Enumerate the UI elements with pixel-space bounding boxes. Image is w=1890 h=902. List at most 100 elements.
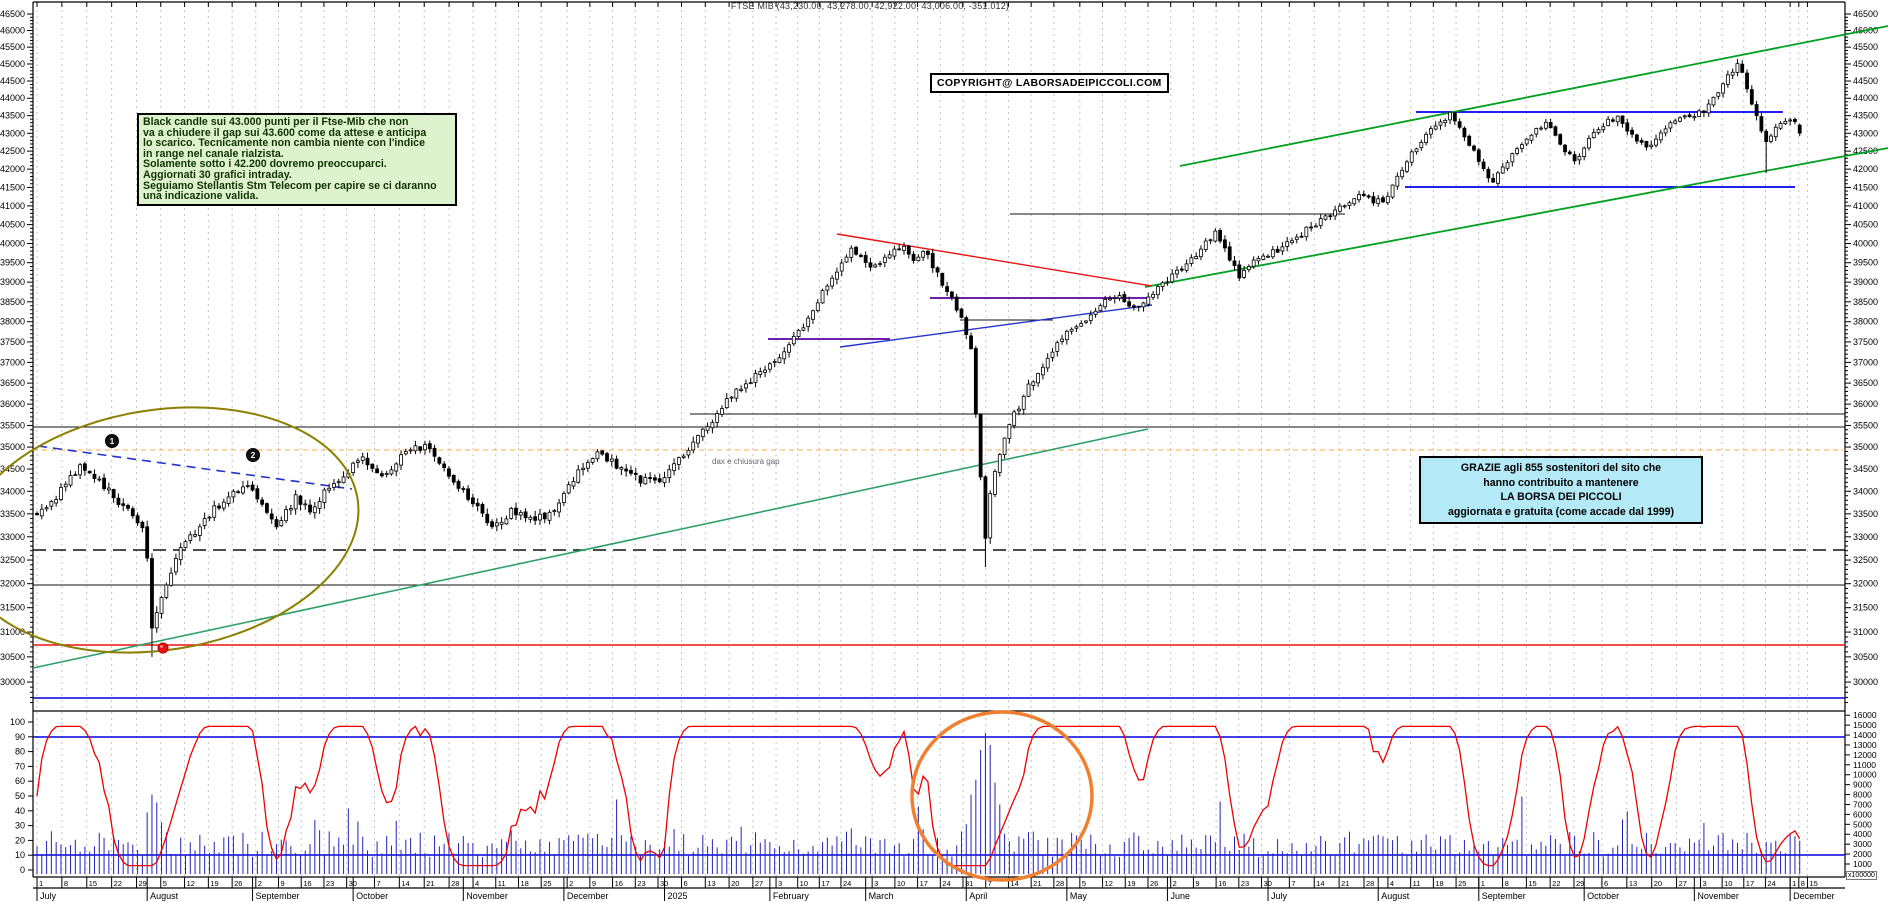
svg-text:38500: 38500 [0, 297, 25, 307]
axis-ticks [27, 13, 1851, 871]
svg-text:17: 17 [920, 879, 928, 888]
blue-dashed-downtrend [37, 445, 353, 490]
svg-text:10: 10 [897, 879, 905, 888]
svg-text:31: 31 [965, 879, 973, 888]
oscillator-line [36, 725, 1801, 867]
orange-ellipse [910, 710, 1094, 882]
svg-text:15: 15 [89, 879, 97, 888]
svg-text:November: November [1697, 891, 1739, 901]
svg-text:2: 2 [569, 879, 573, 888]
svg-text:40: 40 [15, 806, 25, 816]
svg-text:13: 13 [707, 879, 715, 888]
svg-text:17: 17 [1746, 879, 1754, 888]
svg-text:1: 1 [1792, 879, 1796, 888]
volume-unit-label: x100000 [1846, 871, 1877, 880]
svg-text:1: 1 [39, 879, 43, 888]
svg-text:22: 22 [114, 879, 122, 888]
svg-text:36500: 36500 [0, 378, 25, 388]
svg-text:39000: 39000 [1853, 277, 1878, 287]
svg-text:35000: 35000 [1853, 442, 1878, 452]
svg-text:2000: 2000 [1853, 849, 1872, 859]
svg-text:44500: 44500 [1853, 76, 1878, 86]
svg-text:1: 1 [1481, 879, 1485, 888]
svg-text:25: 25 [1458, 879, 1466, 888]
svg-text:6: 6 [683, 879, 687, 888]
svg-text:41500: 41500 [1853, 182, 1878, 192]
svg-text:24: 24 [843, 879, 851, 888]
svg-text:33000: 33000 [1853, 532, 1878, 542]
svg-text:28: 28 [451, 879, 459, 888]
svg-text:34500: 34500 [0, 464, 25, 474]
svg-text:40500: 40500 [0, 220, 25, 230]
svg-text:45500: 45500 [0, 42, 25, 52]
svg-text:10: 10 [15, 850, 25, 860]
svg-text:9: 9 [592, 879, 596, 888]
svg-text:90: 90 [15, 732, 25, 742]
svg-text:36000: 36000 [1853, 399, 1878, 409]
svg-text:44000: 44000 [0, 93, 25, 103]
svg-text:August: August [1381, 891, 1410, 901]
green-channel-lower [1144, 147, 1889, 288]
svg-text:24: 24 [942, 879, 950, 888]
svg-text:10: 10 [1724, 879, 1732, 888]
svg-text:18: 18 [520, 879, 528, 888]
svg-text:November: November [466, 891, 508, 901]
weekly-gridlines [36, 4, 1808, 877]
svg-text:9000: 9000 [1853, 780, 1872, 790]
svg-text:14: 14 [1010, 879, 1018, 888]
svg-text:7000: 7000 [1853, 799, 1872, 809]
svg-text:20: 20 [1654, 879, 1662, 888]
svg-text:44000: 44000 [1853, 93, 1878, 103]
svg-text:5: 5 [163, 879, 167, 888]
date-axis: 1815222951219262916233071421284111825291… [36, 2, 1835, 901]
svg-text:29: 29 [139, 879, 147, 888]
svg-text:38000: 38000 [0, 317, 25, 327]
svg-text:43000: 43000 [0, 128, 25, 138]
svg-text:31500: 31500 [1853, 603, 1878, 613]
blue-ascending-support [839, 304, 1153, 348]
svg-text:60: 60 [15, 776, 25, 786]
svg-text:7: 7 [1291, 879, 1295, 888]
volume-bars [36, 733, 1801, 874]
svg-text:42000: 42000 [0, 164, 25, 174]
svg-text:41000: 41000 [0, 201, 25, 211]
svg-text:45000: 45000 [1853, 59, 1878, 69]
red-low-dot [157, 642, 169, 654]
svg-text:16000: 16000 [1853, 710, 1877, 720]
svg-text:1000: 1000 [1853, 859, 1872, 869]
svg-text:6000: 6000 [1853, 809, 1872, 819]
svg-text:31000: 31000 [1853, 627, 1878, 637]
svg-text:4: 4 [1390, 879, 1394, 888]
svg-text:17: 17 [821, 879, 829, 888]
svg-text:38000: 38000 [1853, 317, 1878, 327]
svg-text:28: 28 [1366, 879, 1374, 888]
svg-text:12: 12 [1105, 879, 1113, 888]
svg-text:7: 7 [988, 879, 992, 888]
svg-text:12: 12 [187, 879, 195, 888]
svg-text:4000: 4000 [1853, 829, 1872, 839]
svg-text:27: 27 [1679, 879, 1687, 888]
svg-text:2: 2 [258, 879, 262, 888]
svg-text:40500: 40500 [1853, 220, 1878, 230]
svg-text:21: 21 [1033, 879, 1041, 888]
svg-text:1: 1 [110, 437, 115, 446]
svg-text:20: 20 [15, 835, 25, 845]
svg-text:40000: 40000 [0, 239, 25, 249]
svg-text:27: 27 [755, 879, 763, 888]
svg-text:33500: 33500 [0, 509, 25, 519]
svg-text:32500: 32500 [0, 555, 25, 565]
svg-text:24: 24 [1767, 879, 1775, 888]
svg-text:2: 2 [251, 451, 256, 460]
svg-text:14: 14 [1316, 879, 1324, 888]
gap-annotation-label: dax e chiusura gap [712, 457, 780, 466]
svg-text:32500: 32500 [1853, 555, 1878, 565]
svg-text:3: 3 [874, 879, 878, 888]
svg-text:33000: 33000 [0, 532, 25, 542]
svg-text:10: 10 [800, 879, 808, 888]
svg-text:4: 4 [475, 879, 479, 888]
svg-text:37000: 37000 [0, 357, 25, 367]
svg-text:21: 21 [426, 879, 434, 888]
svg-text:11: 11 [498, 879, 506, 888]
